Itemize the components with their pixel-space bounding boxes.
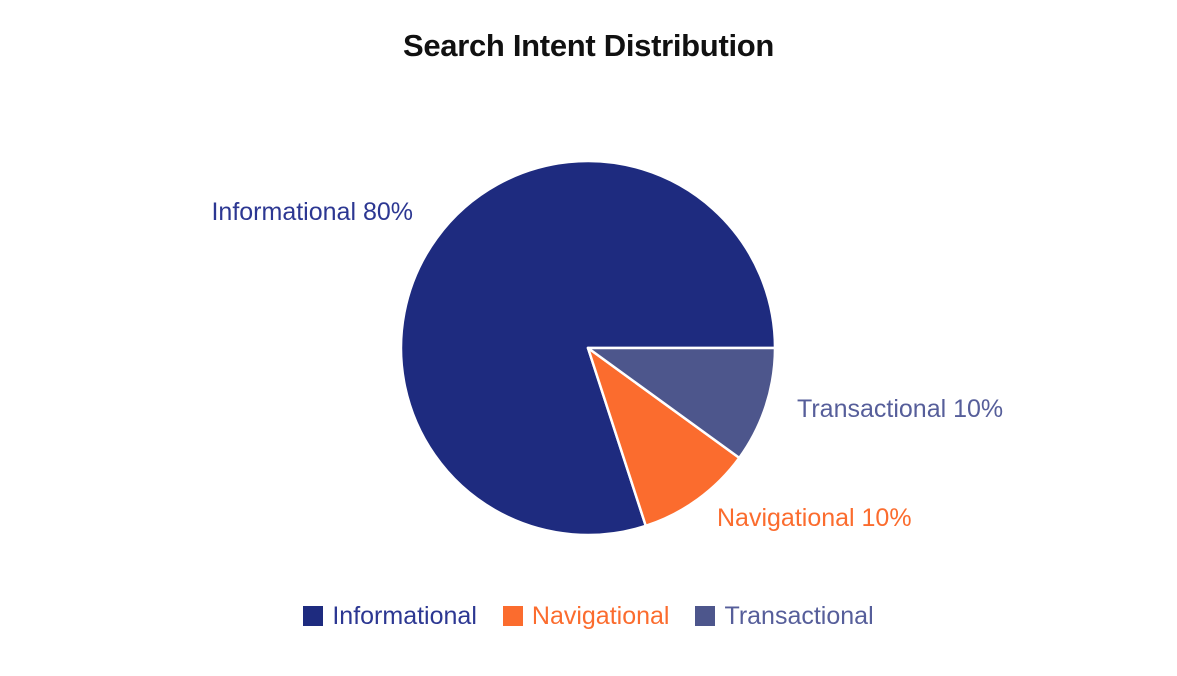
legend-label-transactional: Transactional xyxy=(724,602,874,630)
pie-slice-navigational[interactable] xyxy=(586,346,741,528)
legend-label-navigational: Navigational xyxy=(531,602,670,630)
pie-chart xyxy=(399,159,777,537)
legend-label-informational: Informational xyxy=(332,602,477,630)
legend-item-transactional[interactable]: Transactional xyxy=(695,601,874,631)
legend-swatch-navigational xyxy=(502,606,523,626)
legend-item-informational[interactable]: Informational xyxy=(303,601,477,631)
data-label-transactional: Transactional 10% xyxy=(797,395,1004,423)
legend-swatch-transactional xyxy=(695,606,716,626)
legend: Informational Navigational Transactional xyxy=(0,601,1177,631)
data-label-informational: Informational 80% xyxy=(211,198,413,226)
legend-swatch-informational xyxy=(303,606,324,626)
data-label-navigational: Navigational 10% xyxy=(717,504,912,532)
pie-slice-transactional[interactable] xyxy=(586,346,777,460)
chart-title: Search Intent Distribution xyxy=(402,28,775,63)
legend-item-navigational[interactable]: Navigational xyxy=(502,601,670,631)
